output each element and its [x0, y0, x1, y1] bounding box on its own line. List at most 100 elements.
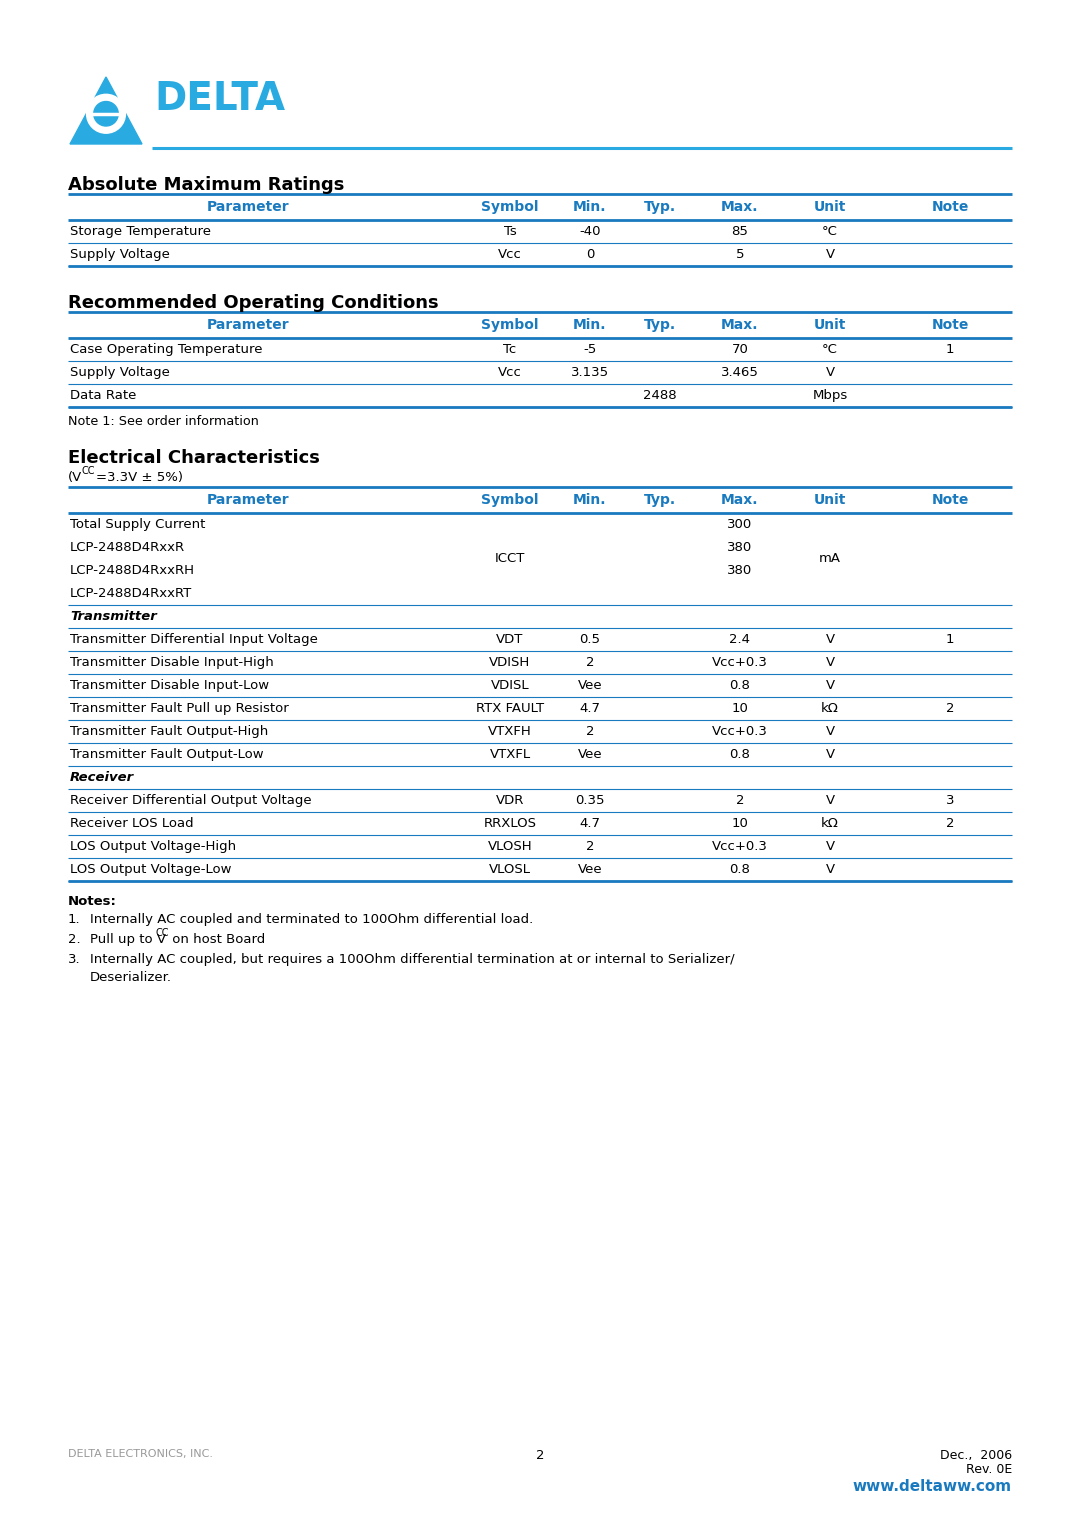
Text: 2.: 2. — [68, 933, 81, 947]
Text: V: V — [825, 840, 835, 854]
Text: Internally AC coupled, but requires a 100Ohm differential termination at or inte: Internally AC coupled, but requires a 10… — [90, 953, 734, 967]
Text: 3.465: 3.465 — [721, 366, 759, 379]
Text: Receiver: Receiver — [70, 771, 134, 783]
Text: Note: Note — [931, 493, 969, 507]
Text: Deserializer.: Deserializer. — [90, 971, 172, 983]
Text: mA: mA — [819, 553, 841, 565]
Text: Transmitter Fault Output-Low: Transmitter Fault Output-Low — [70, 748, 264, 760]
Text: Absolute Maximum Ratings: Absolute Maximum Ratings — [68, 176, 345, 194]
Text: 2: 2 — [735, 794, 744, 806]
Text: Vee: Vee — [578, 748, 603, 760]
Text: 0.8: 0.8 — [730, 748, 751, 760]
Text: Recommended Operating Conditions: Recommended Operating Conditions — [68, 295, 438, 312]
Text: 3.: 3. — [68, 953, 81, 967]
Text: =3.3V ± 5%): =3.3V ± 5%) — [96, 470, 183, 484]
Text: Notes:: Notes: — [68, 895, 117, 909]
Text: 3: 3 — [946, 794, 955, 806]
Text: Electrical Characteristics: Electrical Characteristics — [68, 449, 320, 467]
Text: RTX FAULT: RTX FAULT — [476, 702, 544, 715]
Text: V: V — [825, 680, 835, 692]
Text: Internally AC coupled and terminated to 100Ohm differential load.: Internally AC coupled and terminated to … — [90, 913, 534, 925]
Text: Max.: Max. — [721, 318, 759, 331]
Text: VTXFH: VTXFH — [488, 725, 531, 738]
Text: 2488: 2488 — [644, 389, 677, 402]
Text: VDR: VDR — [496, 794, 524, 806]
Text: Vcc: Vcc — [498, 366, 522, 379]
Text: Note: Note — [931, 318, 969, 331]
Text: 2: 2 — [946, 702, 955, 715]
Text: Vcc+0.3: Vcc+0.3 — [712, 657, 768, 669]
Text: VLOSL: VLOSL — [489, 863, 531, 876]
Text: CC: CC — [82, 466, 95, 476]
Text: LCP-2488D4RxxR: LCP-2488D4RxxR — [70, 541, 185, 554]
Text: DELTA: DELTA — [154, 79, 285, 118]
Text: 4.7: 4.7 — [580, 702, 600, 715]
Text: Receiver LOS Load: Receiver LOS Load — [70, 817, 193, 831]
Text: 70: 70 — [731, 344, 748, 356]
Text: Vcc: Vcc — [498, 247, 522, 261]
Text: Max.: Max. — [721, 493, 759, 507]
Text: Total Supply Current: Total Supply Current — [70, 518, 205, 531]
Text: 0: 0 — [585, 247, 594, 261]
Circle shape — [86, 95, 125, 133]
Text: Storage Temperature: Storage Temperature — [70, 224, 211, 238]
Text: V: V — [825, 634, 835, 646]
Text: Min.: Min. — [573, 200, 607, 214]
Text: Unit: Unit — [814, 318, 847, 331]
Text: Parameter: Parameter — [206, 200, 289, 214]
Text: Parameter: Parameter — [206, 493, 289, 507]
Text: Vcc+0.3: Vcc+0.3 — [712, 840, 768, 854]
Text: Note: Note — [931, 200, 969, 214]
Text: RRXLOS: RRXLOS — [484, 817, 537, 831]
Text: Supply Voltage: Supply Voltage — [70, 247, 170, 261]
Text: 2: 2 — [585, 840, 594, 854]
Text: 2: 2 — [585, 725, 594, 738]
Text: Dec.,  2006: Dec., 2006 — [940, 1449, 1012, 1461]
Text: 3.135: 3.135 — [571, 366, 609, 379]
Text: Transmitter Disable Input-Low: Transmitter Disable Input-Low — [70, 680, 269, 692]
Text: Typ.: Typ. — [644, 493, 676, 507]
Text: on host Board: on host Board — [168, 933, 266, 947]
Text: Unit: Unit — [814, 200, 847, 214]
Text: VTXFL: VTXFL — [489, 748, 530, 760]
Text: 1: 1 — [946, 634, 955, 646]
Text: V: V — [825, 366, 835, 379]
Text: 2: 2 — [585, 657, 594, 669]
Text: Symbol: Symbol — [482, 200, 539, 214]
Text: 85: 85 — [731, 224, 748, 238]
Text: Parameter: Parameter — [206, 318, 289, 331]
Text: 0.35: 0.35 — [576, 794, 605, 806]
Text: Max.: Max. — [721, 200, 759, 214]
Text: Vcc+0.3: Vcc+0.3 — [712, 725, 768, 738]
Text: 1: 1 — [946, 344, 955, 356]
Text: 0.5: 0.5 — [580, 634, 600, 646]
Text: Transmitter Differential Input Voltage: Transmitter Differential Input Voltage — [70, 634, 318, 646]
Text: Min.: Min. — [573, 493, 607, 507]
Text: LOS Output Voltage-Low: LOS Output Voltage-Low — [70, 863, 231, 876]
Text: V: V — [825, 725, 835, 738]
Text: ICCT: ICCT — [495, 553, 525, 565]
Text: 380: 380 — [727, 563, 753, 577]
Text: Case Operating Temperature: Case Operating Temperature — [70, 344, 262, 356]
Text: 300: 300 — [727, 518, 753, 531]
Text: °C: °C — [822, 224, 838, 238]
Text: 4.7: 4.7 — [580, 817, 600, 831]
Text: 0.8: 0.8 — [730, 863, 751, 876]
Text: VDISH: VDISH — [489, 657, 530, 669]
Text: V: V — [825, 657, 835, 669]
Text: Unit: Unit — [814, 493, 847, 507]
Text: Rev. 0E: Rev. 0E — [966, 1463, 1012, 1477]
Text: Transmitter: Transmitter — [70, 609, 157, 623]
Text: Data Rate: Data Rate — [70, 389, 136, 402]
Text: 1.: 1. — [68, 913, 81, 925]
Text: V: V — [825, 794, 835, 806]
Text: Pull up to V: Pull up to V — [90, 933, 166, 947]
Text: 0.8: 0.8 — [730, 680, 751, 692]
Text: -40: -40 — [579, 224, 600, 238]
Text: Vee: Vee — [578, 863, 603, 876]
Text: Min.: Min. — [573, 318, 607, 331]
Circle shape — [94, 101, 118, 127]
Text: Supply Voltage: Supply Voltage — [70, 366, 170, 379]
Text: www.deltaww.com: www.deltaww.com — [853, 1480, 1012, 1493]
Polygon shape — [70, 76, 141, 144]
